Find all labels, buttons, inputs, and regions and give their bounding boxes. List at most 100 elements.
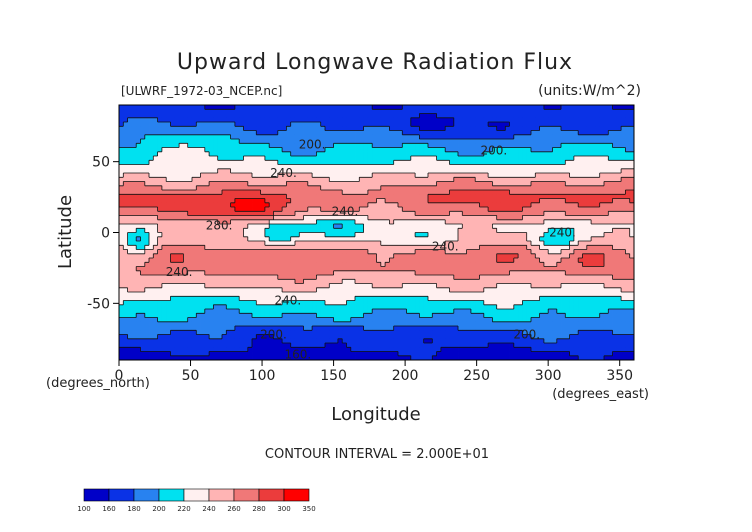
heatmap-cell <box>428 181 433 187</box>
heatmap-cell <box>552 177 558 182</box>
heatmap-cell <box>239 262 244 267</box>
heatmap-cell <box>445 181 450 187</box>
heatmap-cell <box>591 228 596 233</box>
heatmap-cell <box>440 236 446 242</box>
heatmap-cell <box>539 117 545 123</box>
heatmap-cell <box>140 245 146 250</box>
heatmap-cell <box>320 117 326 123</box>
heatmap-cell <box>385 279 390 284</box>
heatmap-cell <box>153 173 159 178</box>
heatmap-cell <box>505 117 510 123</box>
heatmap-cell <box>423 262 429 267</box>
heatmap-cell <box>260 177 266 182</box>
heatmap-cell <box>273 266 279 272</box>
heatmap-cell <box>389 232 395 238</box>
heatmap-cell <box>204 262 210 267</box>
heatmap-cell <box>367 147 373 153</box>
heatmap-cell <box>325 232 330 238</box>
heatmap-cell <box>161 156 167 161</box>
heatmap-cell <box>307 130 313 136</box>
heatmap-cell <box>535 139 540 144</box>
heatmap-cell <box>209 228 214 233</box>
heatmap-cell <box>342 258 347 263</box>
heatmap-cell <box>136 156 141 161</box>
heatmap-cell <box>616 122 622 127</box>
heatmap-cell <box>539 202 545 208</box>
heatmap-cell <box>505 105 510 110</box>
heatmap-cell <box>406 117 412 123</box>
heatmap-cell <box>573 215 579 221</box>
heatmap-cell <box>556 168 562 174</box>
heatmap-cell <box>153 279 159 284</box>
heatmap-cell <box>209 198 214 204</box>
heatmap-cell <box>217 113 223 119</box>
heatmap-cell <box>419 168 425 174</box>
heatmap-cell <box>299 258 304 263</box>
heatmap-cell <box>458 168 463 174</box>
heatmap-cell <box>372 270 377 276</box>
heatmap-cell <box>187 190 193 195</box>
heatmap-cell <box>269 202 274 208</box>
heatmap-cell <box>183 253 189 259</box>
heatmap-cell <box>131 122 137 127</box>
heatmap-cell <box>393 202 399 208</box>
heatmap-cell <box>599 181 605 187</box>
heatmap-cell <box>217 151 223 157</box>
heatmap-cell <box>513 160 519 165</box>
heatmap-cell <box>213 130 219 136</box>
heatmap-cell <box>170 219 176 225</box>
heatmap-cell <box>440 207 446 212</box>
heatmap-cell <box>119 275 124 280</box>
heatmap-cell <box>466 173 472 178</box>
heatmap-cell <box>522 156 528 161</box>
heatmap-cell <box>621 164 626 170</box>
heatmap-cell <box>196 228 201 233</box>
heatmap-cell <box>432 198 437 204</box>
heatmap-cell <box>513 224 519 229</box>
heatmap-cell <box>234 113 240 119</box>
heatmap-cell <box>290 224 296 229</box>
heatmap-cell <box>423 173 429 178</box>
heatmap-cell <box>359 228 365 233</box>
heatmap-cell <box>316 168 322 174</box>
heatmap-cell <box>286 156 292 161</box>
heatmap-cell <box>595 134 601 140</box>
heatmap-cell <box>166 194 171 199</box>
heatmap-cell <box>127 139 133 144</box>
heatmap-cell <box>531 181 536 187</box>
heatmap-cell <box>303 236 309 242</box>
heatmap-cell <box>355 168 360 174</box>
heatmap-cell <box>513 168 519 174</box>
heatmap-cell <box>608 181 613 187</box>
heatmap-cell <box>458 164 463 170</box>
heatmap-cell <box>488 177 493 182</box>
heatmap-cell <box>410 168 416 174</box>
heatmap-cell <box>299 117 304 123</box>
heatmap-cell <box>239 185 244 191</box>
heatmap-cell <box>161 202 167 208</box>
heatmap-cell <box>608 156 613 161</box>
heatmap-cell <box>616 275 622 280</box>
heatmap-cell <box>543 194 549 199</box>
heatmap-cell <box>556 228 562 233</box>
heatmap-cell <box>359 245 365 250</box>
heatmap-cell <box>307 113 313 119</box>
heatmap-cell <box>204 215 210 221</box>
heatmap-cell <box>569 126 575 131</box>
heatmap-cell <box>153 275 159 280</box>
heatmap-cell <box>500 258 506 263</box>
heatmap-cell <box>470 156 476 161</box>
heatmap-cell <box>264 160 270 165</box>
heatmap-cell <box>569 258 575 263</box>
heatmap-cell <box>131 236 137 242</box>
heatmap-cell <box>599 134 605 140</box>
heatmap-cell <box>509 266 515 272</box>
heatmap-cell <box>243 249 249 255</box>
heatmap-cell <box>372 130 377 136</box>
heatmap-cell <box>243 190 249 195</box>
heatmap-cell <box>243 224 249 229</box>
heatmap-cell <box>492 202 498 208</box>
heatmap-cell <box>603 202 609 208</box>
heatmap-cell <box>286 173 292 178</box>
heatmap-cell <box>462 181 468 187</box>
